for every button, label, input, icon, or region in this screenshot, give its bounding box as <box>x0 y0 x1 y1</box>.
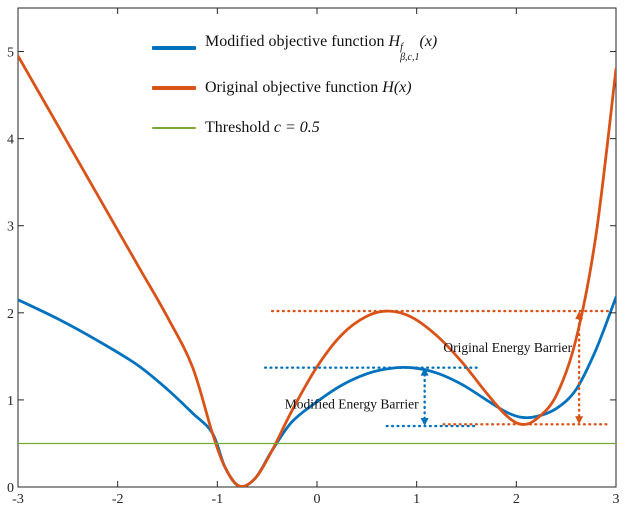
y-tick-label: 5 <box>7 46 14 61</box>
math-sub: β,c,1 <box>400 52 420 64</box>
x-tick-label: -3 <box>12 492 24 507</box>
math-symbol: c = 0.5 <box>274 119 320 136</box>
legend-item-threshold: Threshold c = 0.5 <box>152 108 437 148</box>
barrier-arrowhead-down <box>420 418 429 427</box>
legend-text: Threshold <box>205 119 274 136</box>
legend-item-original: Original objective function H(x) <box>152 68 437 108</box>
x-tick-label: -1 <box>211 492 223 507</box>
legend-line-threshold <box>152 127 196 129</box>
y-tick-label: 0 <box>7 481 14 496</box>
curves-group <box>18 54 616 487</box>
barrier-arrowhead-up <box>420 367 429 376</box>
ticks-group <box>17 8 617 488</box>
barrier-label: Original Energy Barrier <box>443 340 572 355</box>
math-base: H <box>382 79 394 96</box>
math-post: (x) <box>393 79 412 96</box>
math-sup: f <box>400 42 403 54</box>
modified-curve <box>18 295 616 487</box>
y-tick-label: 1 <box>7 394 14 409</box>
x-tick-label: -2 <box>112 492 124 507</box>
x-tick-label: 3 <box>613 492 620 507</box>
legend-text: Original objective function <box>205 79 383 96</box>
legend-label-original: Original objective function H(x) <box>205 79 412 97</box>
annotations-group: Modified Energy Barrier Original Energy B… <box>263 309 610 428</box>
axes-frame <box>17 7 617 488</box>
y-tick-label: 2 <box>7 307 14 322</box>
legend-text: Modified objective function <box>205 32 389 50</box>
barrier-arrowhead-down <box>575 416 584 425</box>
x-tick-label: 0 <box>314 492 321 507</box>
y-tick-label: 4 <box>7 133 14 148</box>
y-tick-label: 3 <box>7 220 14 235</box>
math-supsub: f β,c,1 <box>400 43 419 63</box>
legend-label-threshold: Threshold c = 0.5 <box>205 119 320 137</box>
tick-labels-group: -3 -2 -1 0 1 2 3 0 1 2 3 4 5 <box>7 46 620 507</box>
barrier-label: Modified Energy Barrier <box>285 397 419 412</box>
math-base: H <box>388 32 401 50</box>
math-symbol: H(x) <box>382 79 411 96</box>
x-tick-label: 2 <box>513 492 520 507</box>
x-tick-label: 1 <box>413 492 420 507</box>
legend-line-original <box>152 86 196 90</box>
math-post: (x) <box>419 32 438 50</box>
original-curve <box>18 54 616 487</box>
math-post: = 0.5 <box>280 119 320 136</box>
legend-line-modified <box>152 46 196 50</box>
barrier-arrowhead-up <box>575 311 584 320</box>
math-base: c <box>273 119 281 136</box>
